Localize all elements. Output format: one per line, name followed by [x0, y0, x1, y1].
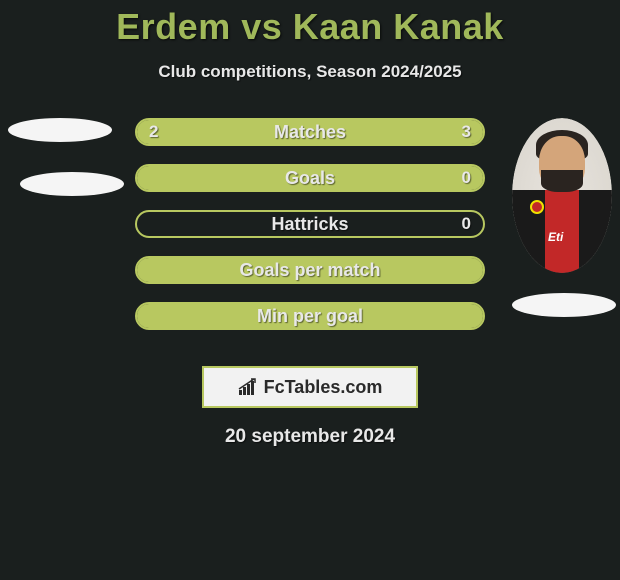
avatar-placeholder-icon [20, 172, 124, 196]
stat-value-left: 2 [149, 120, 158, 144]
stat-label: Goals per match [137, 258, 483, 282]
stat-label: Goals [137, 166, 483, 190]
stat-row: Goals0 [135, 164, 485, 192]
stat-label: Min per goal [137, 304, 483, 328]
stat-value-right: 0 [462, 166, 471, 190]
player-right-avatar: Eti [512, 118, 612, 273]
brand-badge[interactable]: FcTables.com [202, 366, 418, 408]
chart-bar-icon [238, 378, 260, 396]
date-text: 20 september 2024 [0, 426, 620, 448]
jersey-sponsor-text: Eti [548, 230, 563, 244]
comparison-card: Erdem vs Kaan Kanak Club competitions, S… [0, 0, 620, 448]
stats-area: Eti Matches23Goals0Hattricks0Goals per m… [0, 118, 620, 358]
stat-value-right: 0 [462, 212, 471, 236]
stat-label: Matches [137, 120, 483, 144]
stat-row: Matches2 3 [135, 118, 485, 146]
stat-label: Hattricks [137, 212, 483, 236]
stat-row: Min per goal [135, 302, 485, 330]
stat-value-right: 3 [462, 120, 471, 144]
subtitle: Club competitions, Season 2024/2025 [0, 62, 620, 82]
page-title: Erdem vs Kaan Kanak [0, 0, 620, 48]
stat-bars: Matches23Goals0Hattricks0Goals per match… [135, 118, 485, 348]
avatar-name-pill [512, 293, 616, 317]
player-left-avatar [8, 118, 124, 196]
avatar-placeholder-icon [8, 118, 112, 142]
stat-row: Hattricks0 [135, 210, 485, 238]
player-photo: Eti [512, 118, 612, 273]
brand-text: FcTables.com [264, 377, 383, 398]
stat-row: Goals per match [135, 256, 485, 284]
